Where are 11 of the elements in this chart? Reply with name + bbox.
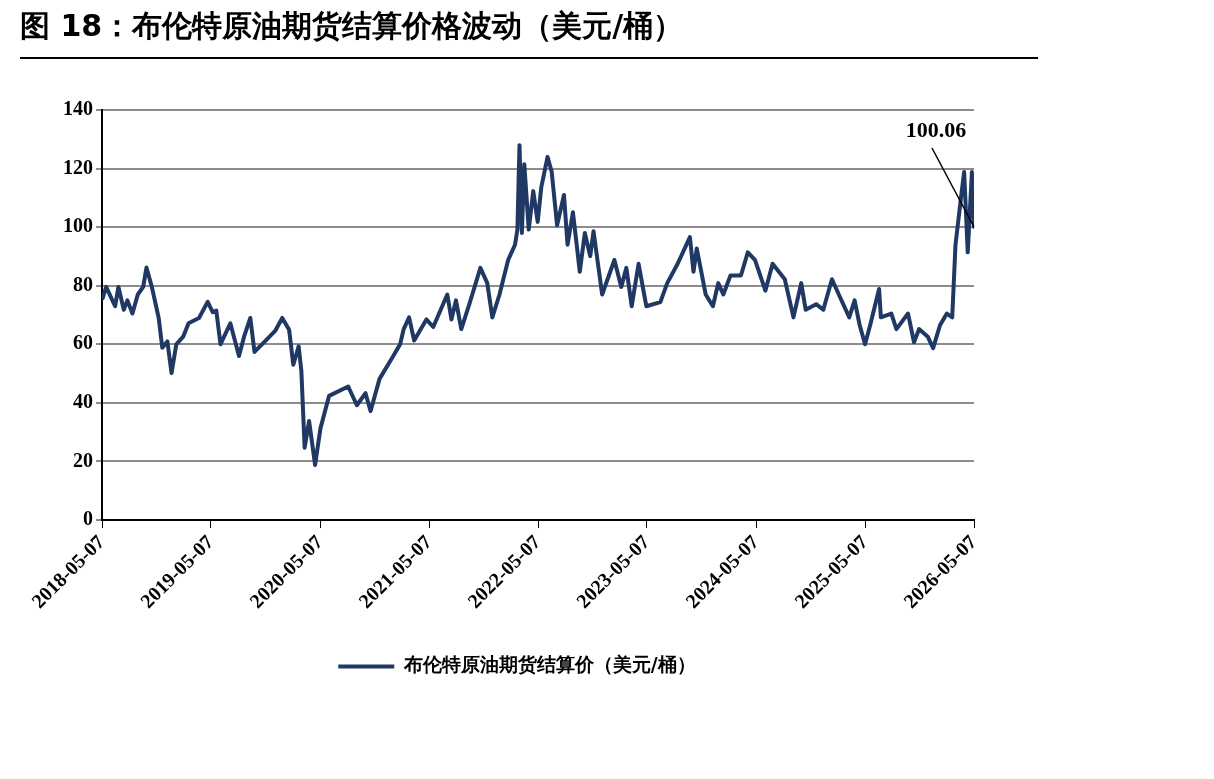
legend-label: 布伦特原油期货结算价（美元/桶） bbox=[402, 653, 696, 676]
annotation: 100.06 bbox=[905, 116, 967, 142]
y-tick-label: 60 bbox=[73, 331, 93, 354]
y-tick-label: 80 bbox=[73, 272, 93, 295]
y-tick-label: 40 bbox=[73, 390, 93, 413]
y-tick-label: 140 bbox=[63, 97, 93, 120]
chart-title: 图 18：布伦特原油期货结算价格波动（美元/桶） bbox=[20, 6, 1038, 59]
y-tick-label: 0 bbox=[83, 507, 93, 530]
y-tick-label: 120 bbox=[63, 155, 93, 178]
y-tick-label: 100 bbox=[63, 214, 93, 237]
y-tick-label: 20 bbox=[73, 448, 93, 471]
